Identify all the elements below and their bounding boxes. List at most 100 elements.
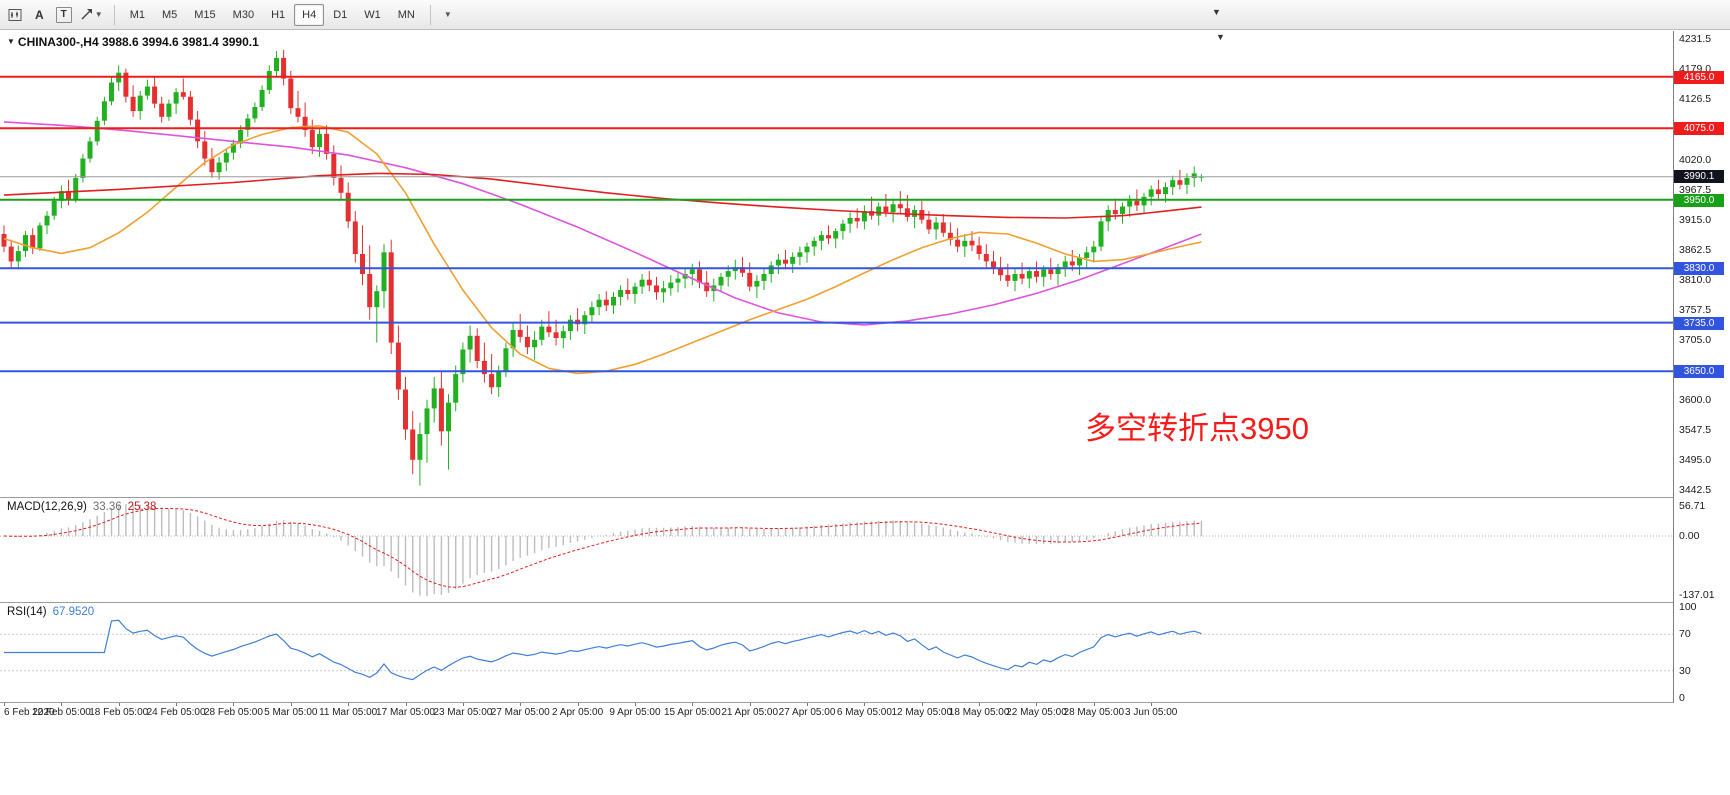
time-axis-label: 17 Mar 05:00 bbox=[376, 707, 435, 718]
price-level-badge: 3830.0 bbox=[1674, 262, 1724, 275]
panel-resize-divider[interactable] bbox=[0, 602, 1730, 603]
timeframe-m30-button[interactable]: M30 bbox=[225, 4, 262, 26]
price-axis-tick-label: 3547.5 bbox=[1679, 424, 1712, 436]
time-axis-tick bbox=[979, 703, 981, 706]
time-axis-tick bbox=[1093, 703, 1095, 706]
price-axis-tick-label: 3967.5 bbox=[1679, 184, 1712, 196]
price-axis-tick-label: 3810.0 bbox=[1679, 274, 1712, 286]
time-axis-label: 18 May 05:00 bbox=[948, 707, 1010, 718]
price-chart-canvas[interactable] bbox=[0, 31, 1673, 497]
time-axis-label: 9 Apr 05:00 bbox=[609, 707, 661, 718]
macd-signal-value: 25.38 bbox=[127, 501, 157, 513]
time-axis[interactable]: 6 Feb 2020 12 Feb 05:00 18 Feb 05:00 24 Feb… bbox=[0, 703, 1730, 721]
time-axis-tick bbox=[520, 703, 522, 706]
macd-axis-max-label: 56.71 bbox=[1679, 500, 1706, 512]
time-axis-tick bbox=[634, 703, 636, 706]
price-chart-panel: ▼ CHINA300-,H4 3988.6 3994.6 3981.4 3990.… bbox=[0, 31, 1673, 497]
timeframes-more-dropdown-icon[interactable]: ▼ bbox=[438, 8, 456, 21]
timeframe-m5-button[interactable]: M5 bbox=[154, 4, 185, 26]
text-tool-button[interactable]: A bbox=[27, 4, 52, 26]
price-axis-tick-label: 3495.0 bbox=[1679, 454, 1712, 466]
price-axis-tick-label: 3757.5 bbox=[1679, 304, 1712, 316]
price-axis-tick-label: 3600.0 bbox=[1679, 394, 1712, 406]
macd-chart-canvas[interactable] bbox=[0, 498, 1673, 602]
time-axis-tick bbox=[864, 703, 866, 706]
macd-indicator-panel: MACD(12,26,9) 33.36 25.38 bbox=[0, 498, 1673, 602]
chart-annotation-text[interactable]: 多空转折点3950 bbox=[1085, 411, 1309, 446]
timeframe-h1-button[interactable]: H1 bbox=[263, 4, 293, 26]
timeframe-w1-button[interactable]: W1 bbox=[356, 4, 389, 26]
arrow-shape-icon bbox=[81, 9, 92, 20]
time-axis-tick bbox=[921, 703, 923, 706]
panel-resize-divider[interactable] bbox=[0, 497, 1730, 498]
price-axis-tick-label: 4020.0 bbox=[1679, 154, 1712, 166]
chart-shift-marker-icon[interactable]: ▼ bbox=[1216, 32, 1225, 42]
toolbar-divider bbox=[113, 4, 115, 25]
price-level-badge: 3650.0 bbox=[1674, 365, 1724, 378]
time-axis-tick bbox=[1036, 703, 1038, 706]
toolbar-overflow-icon[interactable]: ▼ bbox=[1212, 7, 1221, 17]
price-axis-tick-label: 3705.0 bbox=[1679, 334, 1712, 346]
rsi-line bbox=[4, 619, 1202, 681]
time-axis-tick bbox=[577, 703, 579, 706]
shapes-tool-dropdown[interactable]: ▼ bbox=[76, 6, 107, 23]
time-axis-label: 6 Feb 2020 bbox=[4, 707, 55, 718]
rsi-indicator-title: RSI(14) 67.9520 bbox=[7, 606, 94, 618]
price-axis-tick-label: 3915.0 bbox=[1679, 214, 1712, 226]
timeframe-h4-button[interactable]: H4 bbox=[294, 3, 325, 26]
time-axis-tick bbox=[290, 703, 292, 706]
time-axis-label: 28 May 05:00 bbox=[1063, 707, 1125, 718]
chart-symbol-period: CHINA300-,H4 bbox=[17, 35, 99, 49]
time-axis-tick bbox=[4, 703, 5, 706]
rsi-chart-canvas[interactable] bbox=[0, 603, 1673, 702]
chart-ohlc-values: 3988.6 3994.6 3981.4 3990.1 bbox=[101, 35, 259, 49]
price-level-badge: 4075.0 bbox=[1674, 122, 1724, 135]
chart-window-icon[interactable] bbox=[4, 6, 26, 24]
time-axis-tick bbox=[749, 703, 751, 706]
time-axis-label: 2 Apr 05:00 bbox=[552, 707, 604, 718]
time-axis-label: 24 Feb 05:00 bbox=[146, 707, 206, 718]
macd-axis-zero-label: 0.00 bbox=[1679, 530, 1700, 542]
rsi-axis-label: 70 bbox=[1679, 628, 1691, 640]
price-axis[interactable]: 4231.5 4179.0 4126.5 4020.0 3967.5 3915.0 3862… bbox=[1673, 31, 1730, 721]
chart-window-glyph bbox=[8, 8, 22, 21]
time-axis-label: 6 May 05:00 bbox=[836, 707, 892, 718]
timeframe-mn-button[interactable]: MN bbox=[390, 4, 423, 26]
price-axis-tick-label: 3862.5 bbox=[1679, 244, 1712, 256]
time-axis-label: 28 Feb 05:00 bbox=[203, 707, 263, 718]
time-axis-label: 3 Jun 05:00 bbox=[1125, 707, 1178, 718]
timeframe-m1-button[interactable]: M1 bbox=[122, 4, 153, 26]
time-axis-tick bbox=[807, 703, 809, 706]
time-axis-tick bbox=[61, 703, 63, 706]
time-axis-tick bbox=[405, 703, 407, 706]
macd-indicator-title: MACD(12,26,9) 33.36 25.38 bbox=[7, 501, 156, 513]
time-axis-tick bbox=[118, 703, 120, 706]
rsi-axis-label: 30 bbox=[1679, 665, 1691, 677]
text-label-tool-button[interactable]: T bbox=[55, 6, 72, 23]
time-axis-label: 12 Feb 05:00 bbox=[31, 707, 91, 718]
rsi-axis-label: 0 bbox=[1679, 692, 1685, 704]
macd-signal-line bbox=[3, 507, 1202, 588]
ma-mid-orange bbox=[3, 125, 1202, 375]
macd-main-value: 33.36 bbox=[92, 501, 122, 513]
timeframe-d1-button[interactable]: D1 bbox=[325, 4, 355, 26]
chart-title: ▼ CHINA300-,H4 3988.6 3994.6 3981.4 3990.… bbox=[7, 35, 259, 49]
toolbar-divider bbox=[429, 4, 431, 25]
timeframe-m15-button[interactable]: M15 bbox=[186, 4, 223, 26]
price-level-badge: 3735.0 bbox=[1674, 317, 1724, 330]
current-price-badge: 3990.1 bbox=[1674, 170, 1724, 183]
time-axis-tick bbox=[348, 703, 350, 706]
rsi-value: 67.9520 bbox=[52, 606, 95, 618]
time-axis-label: 12 May 05:00 bbox=[891, 707, 953, 718]
time-axis-label: 27 Apr 05:00 bbox=[778, 707, 836, 718]
rsi-label: RSI(14) bbox=[7, 606, 47, 618]
symbol-dropdown-icon[interactable]: ▼ bbox=[7, 37, 15, 46]
panel-resize-divider[interactable] bbox=[0, 702, 1730, 703]
time-axis-label: 5 Mar 05:00 bbox=[264, 707, 318, 718]
time-axis-tick bbox=[1151, 703, 1153, 706]
price-axis-tick-label: 4231.5 bbox=[1679, 33, 1712, 45]
time-axis-label: 15 Apr 05:00 bbox=[663, 707, 721, 718]
time-axis-label: 21 Apr 05:00 bbox=[721, 707, 779, 718]
price-level-badge: 4165.0 bbox=[1674, 71, 1724, 84]
